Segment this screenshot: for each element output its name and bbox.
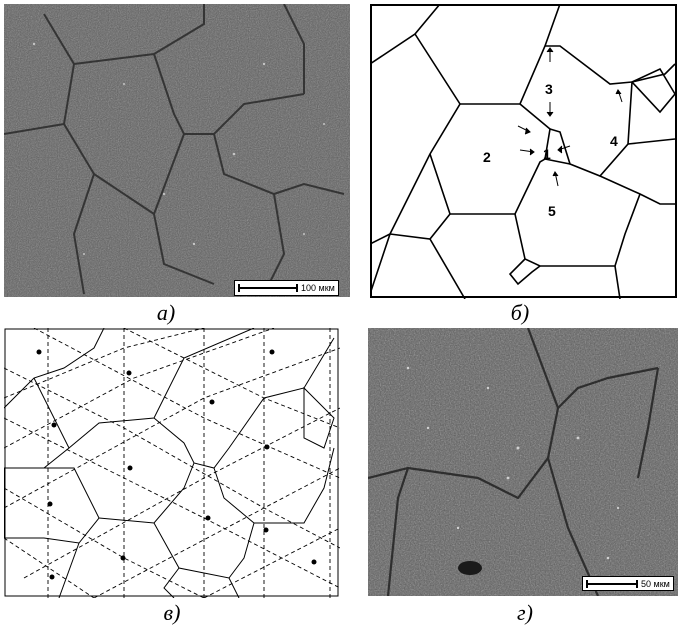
caption-v: в): [163, 600, 181, 625]
caption-g: г): [517, 600, 533, 625]
scale-bar-a-line: [238, 284, 298, 292]
grain-label-5: 5: [548, 203, 556, 219]
grain-diagram-v-svg: [4, 328, 340, 598]
micrograph-a: 100 мкм: [4, 4, 350, 297]
grain-diagram-v: [4, 328, 340, 598]
scale-bar-a: 100 мкм: [234, 280, 339, 296]
grain-label-1: 1: [543, 146, 551, 162]
caption-a: а): [156, 300, 176, 325]
grain-label-3: 3: [545, 81, 553, 97]
caption-b: б): [510, 300, 530, 325]
grain-diagram-b-svg: 1 2 3 4 5: [370, 4, 677, 299]
micrograph-g: 50 мкм: [368, 328, 678, 596]
scale-bar-g-label: 50 мкм: [641, 578, 670, 589]
micrograph-g-texture: [368, 328, 678, 596]
micrograph-a-texture: [4, 4, 350, 297]
scale-bar-g-line: [586, 579, 638, 588]
grain-label-2: 2: [483, 149, 491, 165]
scale-bar-a-label: 100 мкм: [301, 283, 335, 293]
scale-bar-g: 50 мкм: [582, 576, 674, 591]
grain-label-4: 4: [610, 133, 618, 149]
grain-diagram-b: 1 2 3 4 5: [370, 4, 678, 299]
